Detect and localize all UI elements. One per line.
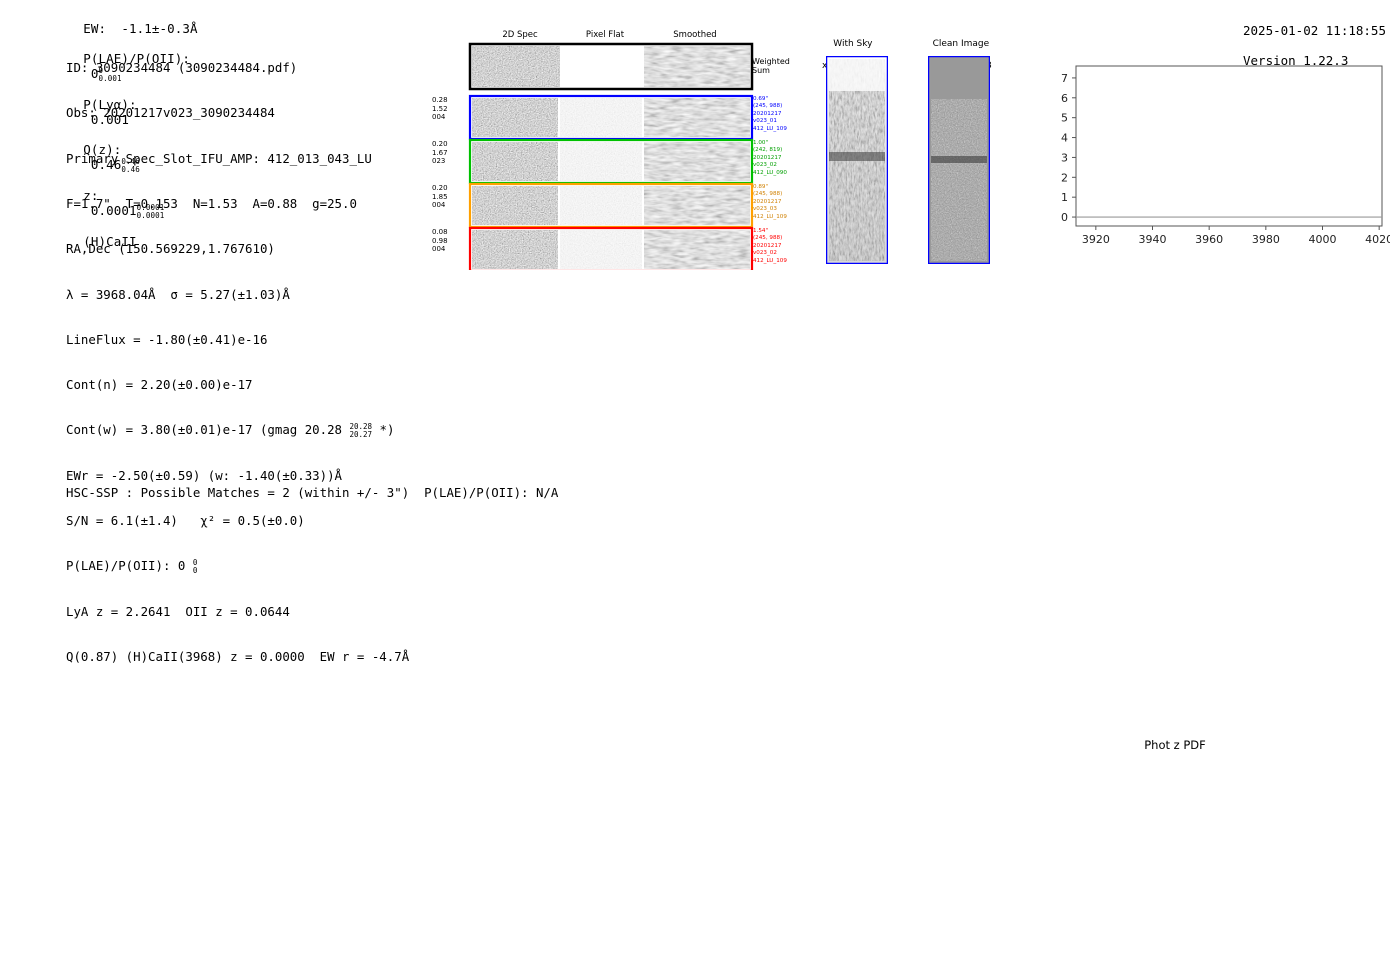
info-cont-w-pre: Cont(w) = 3.80(±0.01)e-17 (gmag 20.28 [66, 422, 350, 438]
fiber-row-3 [468, 182, 754, 229]
fiber-row-1 [468, 94, 754, 141]
info-cont-w: Cont(w) = 3.80(±0.01)e-17 (gmag 20.28 20… [66, 422, 409, 439]
spec2d-svg [468, 42, 754, 270]
info-cont-w-sup: 20.28 [349, 422, 373, 432]
spec2d-panel-group [460, 30, 760, 270]
full-spectrum-svg [60, 278, 1360, 453]
svg-text:4000: 4000 [1309, 233, 1337, 246]
match-table [68, 772, 83, 879]
svg-text:4020: 4020 [1365, 233, 1390, 246]
svg-text:3920: 3920 [1082, 233, 1110, 246]
hsc-header: HSC-SSP : Possible Matches = 2 (within +… [66, 485, 559, 500]
svg-text:3940: 3940 [1139, 233, 1167, 246]
weighted-sum-row [468, 42, 754, 91]
fiber-row-2 [468, 138, 754, 185]
svg-text:7: 7 [1061, 72, 1068, 85]
svg-text:2: 2 [1061, 171, 1068, 184]
info-sn-chi2: S/N = 6.1(±1.4) χ² = 0.5(±0.0) [66, 513, 305, 528]
spec2d-col-title-2dspec: 2D Spec [502, 30, 538, 40]
info-z-values: LyA z = 2.2641 OII z = 0.0644 [66, 603, 290, 619]
fiber-row-2-left-label: 0.20 1.67 023 [432, 140, 448, 166]
header-line-name: (H)CaII [83, 234, 137, 249]
timestamp: 2025-01-02 11:18:55 [1243, 23, 1386, 38]
cutout-grid-svg [48, 512, 1388, 717]
with-sky-cutout [826, 56, 888, 264]
header-ew: EW: -1.1±-0.3Å [83, 21, 198, 36]
info-seeing-params: F=1.7" T=0.153 N=1.53 A=0.88 g=25.0 [66, 196, 357, 212]
header-plae-poii-value: 0 [90, 66, 99, 81]
header-plya-label: P(Lyα): [83, 97, 137, 112]
clean-image-title-text: Clean Image [932, 39, 990, 49]
full-spectrum-plot [60, 278, 1360, 453]
fiber-row-2-right-label: 1.00" (242, 819) 20201217 v023_02 412_LU… [753, 140, 787, 176]
info-lineflux: LineFlux = -1.80(±0.41)e-16 [66, 331, 268, 347]
header-qz-sup: 0.46 [121, 157, 140, 166]
header-z-sup: 0.0001 [136, 203, 165, 212]
clean-image-cutout [928, 56, 990, 264]
header-plae-poii-label: P(LAE)/P(OII): [83, 51, 191, 66]
fiber-row-4 [468, 226, 754, 270]
photz-title: Phot z PDF [1144, 738, 1206, 752]
spec2d-col-title-pixelflat: Pixel Flat [585, 30, 625, 40]
info-cont-w-sub: 20.27 [349, 429, 373, 439]
fiber-row-1-left-label: 0.28 1.52 004 [432, 96, 448, 122]
fiber-row-4-right-label: 1.54" (245, 988) 20201217 v023_02 412_LU… [753, 228, 787, 264]
source-info-block: ID: 3090234484 (3090234484.pdf) Obs: 202… [66, 30, 409, 679]
weighted-sum-label: Weighted Sum [752, 57, 790, 75]
fiber-row-4-left-label: 0.08 0.98 004 [432, 228, 448, 254]
svg-text:6: 6 [1061, 92, 1068, 105]
line-profile-svg: 3920 3940 3960 3980 4000 4020 0 1 2 3 4 5 6 7 [1061, 65, 1390, 246]
header-summary-line: EW: -1.1±-0.3Å P(LAE)/P(OII): 0 0 0.001 P(… [68, 6, 198, 249]
info-obs: Obs: 20201217v023_3090234484 [66, 105, 275, 121]
header-z-sub: 0.0001 [136, 210, 165, 220]
info-lambda-sigma: λ = 3968.04Å σ = 5.27(±1.03)Å [66, 286, 290, 302]
svg-text:1: 1 [1061, 191, 1068, 204]
info-plae-sup: 0 [192, 558, 198, 568]
photz-svg [905, 752, 1375, 947]
with-sky-title-text: With Sky [833, 39, 873, 49]
cutout-grid [48, 512, 1388, 717]
info-radec: RA,Dec (150.569229,1.767610) [66, 241, 275, 257]
svg-text:5: 5 [1061, 112, 1068, 125]
fiber-row-3-left-label: 0.20 1.85 004 [432, 184, 448, 210]
info-plae-sub: 0 [192, 565, 198, 575]
svg-text:3960: 3960 [1195, 233, 1223, 246]
info-cont-w-post: *) [372, 422, 395, 438]
header-plae-sub: 0.001 [98, 73, 122, 83]
header-qz-value: 0.46 [90, 157, 122, 172]
info-plae-pre: P(LAE)/P(OII): 0 [66, 558, 193, 574]
info-cont-n: Cont(n) = 2.20(±0.00)e-17 [66, 377, 253, 393]
fiber-row-1-right-label: 0.69" (245, 988) 20201217 v023_01 412_LU… [753, 96, 787, 132]
photz-plot [905, 752, 1375, 947]
svg-text:4: 4 [1061, 132, 1068, 145]
svg-text:3: 3 [1061, 151, 1068, 164]
info-ewr: EWr = -2.50(±0.59) (w: -1.40(±0.33))Å [66, 467, 343, 483]
info-primary-spec: Primary Spec_Slot_IFU_AMP: 412_013_043_L… [66, 150, 372, 166]
svg-text:0: 0 [1061, 211, 1068, 224]
spec2d-col-title-smoothed: Smoothed [673, 30, 717, 40]
line-profile-plot: 3920 3940 3960 3980 4000 4020 0 1 2 3 4 5 6 7 [1034, 48, 1390, 263]
info-q-line: Q(0.87) (H)CaII(3968) z = 0.0000 EW r = … [66, 648, 410, 664]
version-label: Version 1.22.3 [1243, 53, 1349, 68]
fiber-row-3-right-label: 0.89" (245, 988) 20201217 v023_03 412_LU… [753, 184, 787, 220]
header-qz-sub: 0.46 [121, 164, 140, 174]
header-z-label: z: [83, 188, 99, 203]
header-timestamp-version: 2025-01-02 11:18:55 Version 1.22.3 [1228, 8, 1386, 68]
header-plya-value: 0.001 [90, 112, 130, 127]
header-qz-label: Q(z): [83, 142, 122, 157]
svg-text:3980: 3980 [1252, 233, 1280, 246]
header-plae-sup: 0 [98, 66, 104, 75]
header-z-value: 0.0001 [90, 203, 137, 218]
info-id: ID: 3090234484 (3090234484.pdf) [66, 60, 298, 76]
